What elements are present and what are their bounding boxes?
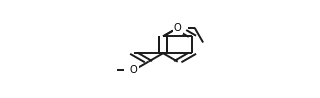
Text: N: N (174, 23, 181, 33)
Text: O: O (174, 23, 182, 33)
Text: O: O (130, 65, 138, 75)
